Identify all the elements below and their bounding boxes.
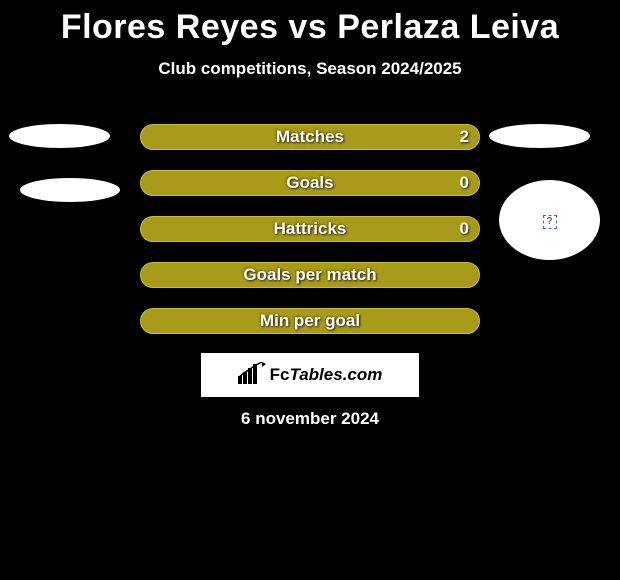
stat-bar-label: Matches xyxy=(141,125,479,149)
generation-date: 6 november 2024 xyxy=(0,409,620,429)
brand-chart-icon xyxy=(238,362,266,389)
comparison-infographic: Flores Reyes vs Perlaza Leiva Club compe… xyxy=(0,0,620,580)
stat-bar: Hattricks0 xyxy=(140,216,480,242)
stat-bar-label: Goals xyxy=(141,171,479,195)
stat-bar: Min per goal xyxy=(140,308,480,334)
player-left-marker-bottom xyxy=(20,178,120,202)
stat-bar-value: 0 xyxy=(460,171,469,195)
question-icon: ? xyxy=(543,215,557,229)
stat-bar-value: 2 xyxy=(460,125,469,149)
stat-bar: Goals per match xyxy=(140,262,480,288)
brand-label: FcTables.com xyxy=(270,365,383,385)
page-title: Flores Reyes vs Perlaza Leiva xyxy=(0,0,620,47)
stat-bar-label: Goals per match xyxy=(141,263,479,287)
brand-box: FcTables.com xyxy=(201,353,419,397)
stat-bars: Matches2Goals0Hattricks0Goals per matchM… xyxy=(140,124,480,354)
stat-bar: Goals0 xyxy=(140,170,480,196)
page-subtitle: Club competitions, Season 2024/2025 xyxy=(0,59,620,79)
player-left-marker-top xyxy=(9,124,110,148)
stat-bar-value: 0 xyxy=(460,217,469,241)
player-right-marker-top xyxy=(489,124,590,148)
stat-bar-label: Min per goal xyxy=(141,309,479,333)
player-right-marker-bottom: ? xyxy=(499,180,600,260)
stat-bar-label: Hattricks xyxy=(141,217,479,241)
stat-bar: Matches2 xyxy=(140,124,480,150)
